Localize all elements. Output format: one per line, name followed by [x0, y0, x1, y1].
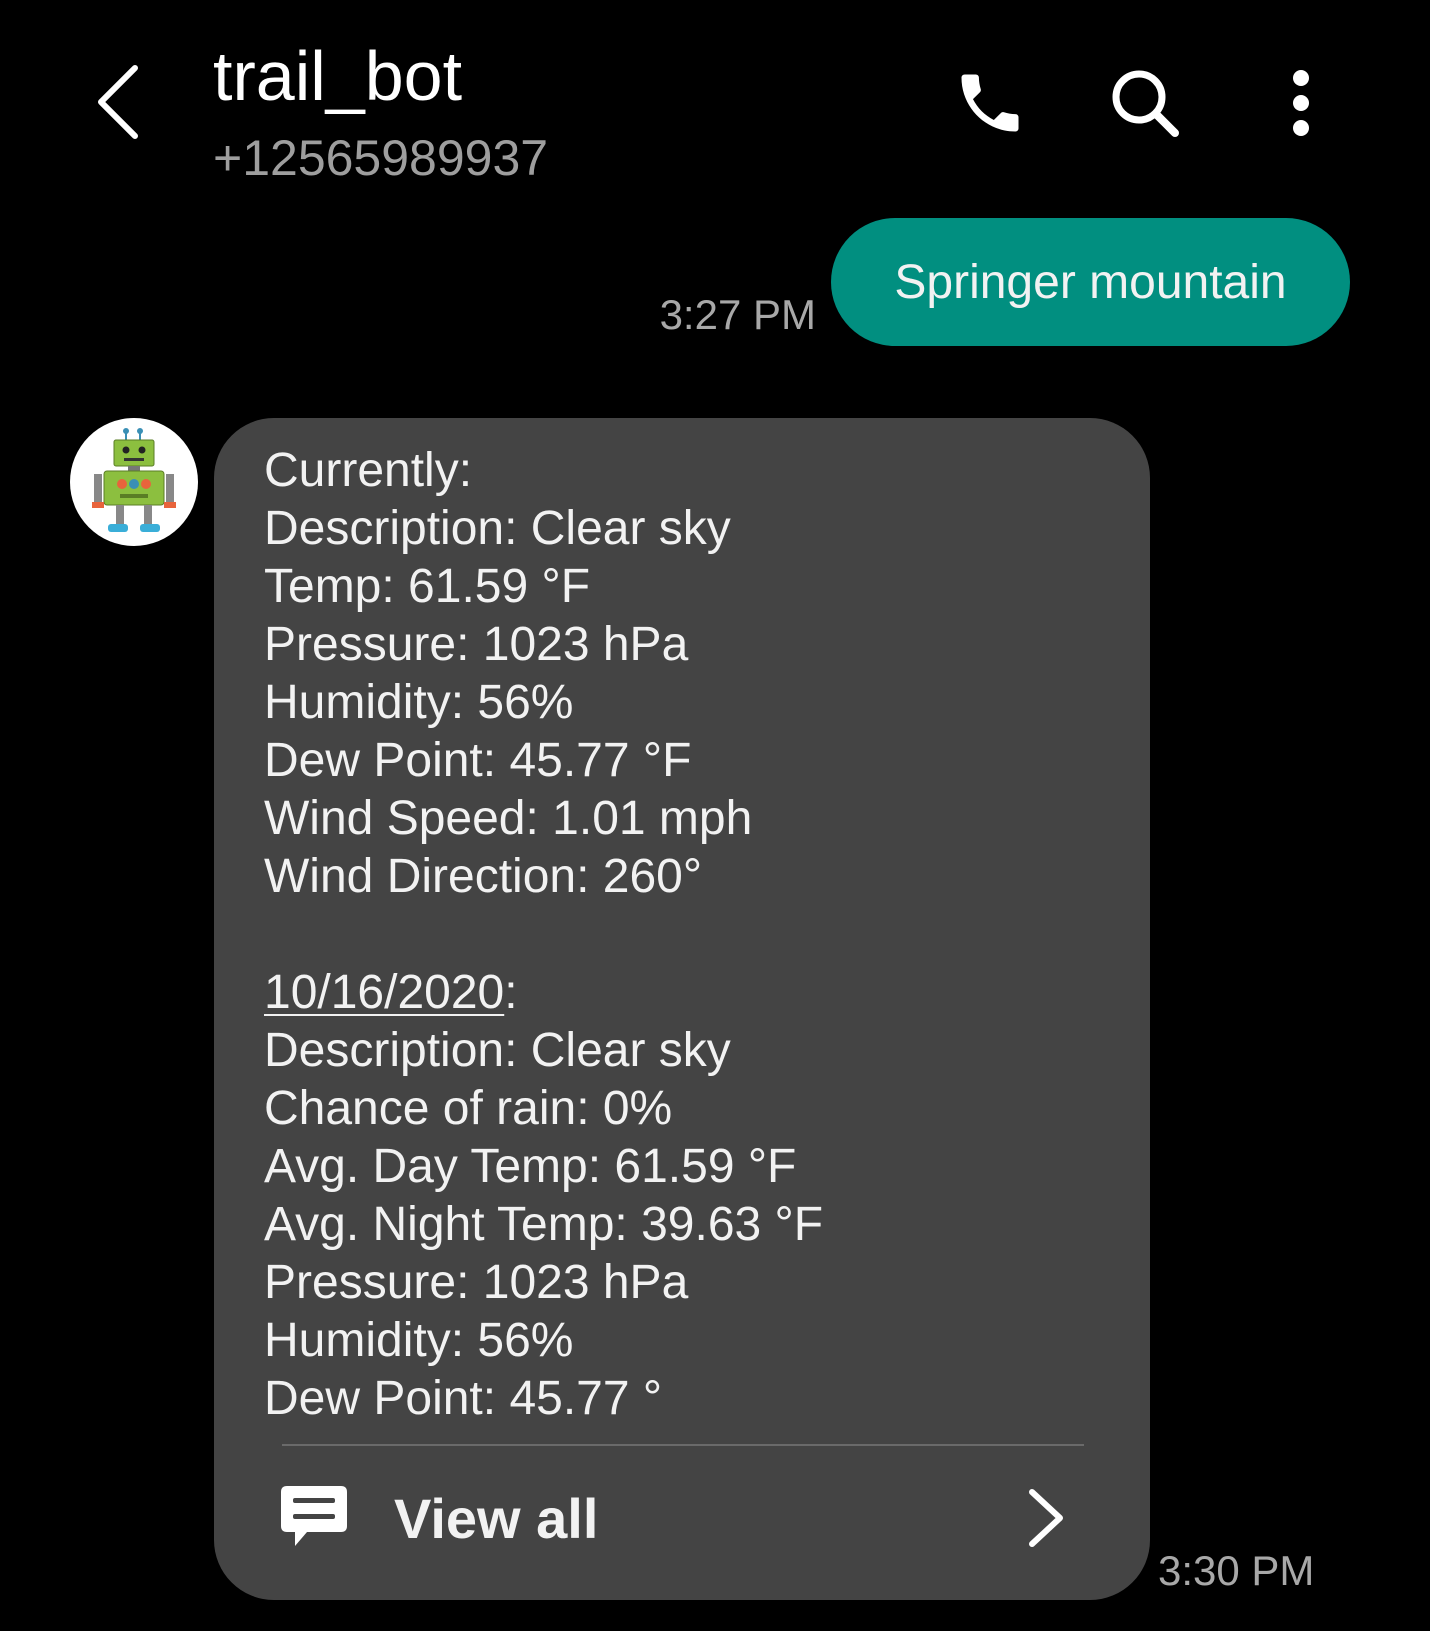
message-line: Pressure: 1023 hPa [264, 1256, 689, 1309]
view-all-button[interactable]: View all [254, 1458, 1110, 1578]
forecast-heading: 10/16/2020: [264, 964, 1124, 1022]
message-line: Wind Speed: 1.01 mph [264, 792, 753, 845]
forecast-date-link[interactable]: 10/16/2020 [264, 966, 505, 1019]
chevron-right-icon [1029, 1489, 1063, 1547]
search-button[interactable] [1100, 58, 1190, 148]
message-line: Dew Point: 45.77 ° [264, 1372, 663, 1425]
bubble-divider [282, 1444, 1084, 1446]
message-line: Pressure: 1023 hPa [264, 618, 689, 671]
call-button[interactable] [945, 58, 1035, 148]
message-icon [274, 1478, 354, 1558]
message-line: Chance of rain: 0% [264, 1082, 673, 1135]
view-all-label: View all [394, 1486, 599, 1550]
message-line: Dew Point: 45.77 °F [264, 734, 692, 787]
message-line: Wind Direction: 260° [264, 850, 703, 903]
message-line: Currently: [264, 444, 473, 497]
message-line: Humidity: 56% [264, 676, 574, 729]
back-button[interactable] [88, 62, 148, 142]
message-line: Description: Clear sky [264, 1024, 731, 1077]
contact-number: +12565989937 [213, 130, 549, 186]
outgoing-message-text: Springer mountain [894, 255, 1287, 309]
phone-icon [961, 74, 1019, 132]
incoming-message-bubble[interactable]: Currently: Description: Clear sky Temp: … [214, 418, 1150, 1600]
message-blank-line [264, 906, 1124, 964]
outgoing-message-bubble[interactable]: Springer mountain [831, 218, 1350, 346]
avatar[interactable] [70, 418, 198, 546]
chevron-left-icon [98, 65, 138, 139]
more-vertical-icon [1293, 70, 1309, 136]
outgoing-timestamp: 3:27 PM [659, 291, 816, 338]
message-line: Humidity: 56% [264, 1314, 574, 1367]
contact-name: trail_bot [213, 37, 463, 115]
incoming-message-text: Currently: Description: Clear sky Temp: … [264, 442, 1124, 1428]
search-icon [1112, 70, 1179, 137]
more-options-button[interactable] [1256, 58, 1346, 148]
message-line: Avg. Day Temp: 61.59 °F [264, 1140, 797, 1193]
incoming-timestamp: 3:30 PM [1158, 1547, 1315, 1594]
message-line: Description: Clear sky [264, 502, 731, 555]
message-line: Temp: 61.59 °F [264, 560, 591, 613]
robot-avatar [92, 428, 176, 532]
forecast-date-suffix: : [504, 966, 518, 1019]
message-line: Avg. Night Temp: 39.63 °F [264, 1198, 824, 1251]
